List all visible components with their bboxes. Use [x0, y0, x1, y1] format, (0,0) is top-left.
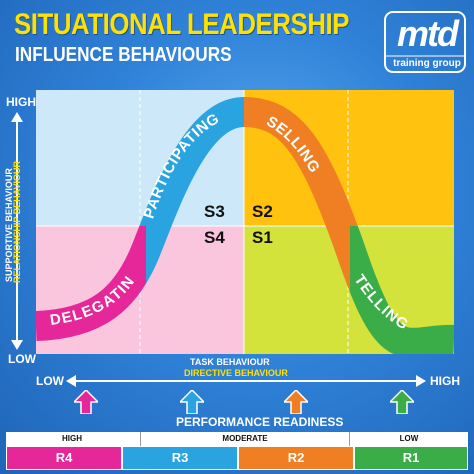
- x-axis-label-secondary: DIRECTIVE BEHAVIOUR: [184, 368, 288, 378]
- stage-s4: S4: [204, 228, 225, 247]
- telling-segment: [350, 226, 454, 354]
- y-axis-low: LOW: [8, 352, 36, 366]
- level-r1: R1: [355, 447, 467, 469]
- x-axis-label-primary: TASK BEHAVIOUR: [190, 357, 270, 367]
- logo-brand: mtd: [397, 13, 459, 54]
- stage-s1: S1: [252, 228, 273, 247]
- behaviour-grid: DELEGATING PARTICIPATING SELLING TELLING…: [36, 90, 454, 354]
- readiness-table: HIGH MODERATE LOW R4 R3 R2 R1: [6, 432, 468, 470]
- curve-svg: DELEGATING PARTICIPATING SELLING TELLING: [36, 90, 454, 354]
- level-r3: R3: [123, 447, 237, 469]
- y-axis-high: HIGH: [6, 95, 36, 109]
- x-axis-low: LOW: [36, 374, 64, 388]
- performance-readiness-label: PERFORMANCE READINESS: [176, 415, 344, 429]
- header-low: LOW: [399, 434, 419, 443]
- stage-s3: S3: [204, 202, 225, 221]
- x-axis-high: HIGH: [430, 374, 460, 388]
- y-axis-label-secondary: RELATIONSHIP BEHAVIOUR: [12, 160, 22, 283]
- header-moderate: MODERATE: [140, 432, 350, 446]
- level-r2: R2: [239, 447, 353, 469]
- y-axis-arrow-icon: [11, 112, 23, 350]
- label-delegating: DELEGATING: [36, 90, 138, 329]
- logo-badge-icon: [384, 11, 466, 73]
- delegating-segment: [36, 226, 146, 341]
- logo: mtd training group: [382, 10, 466, 76]
- level-r4: R4: [7, 447, 121, 469]
- header-high: HIGH: [62, 434, 82, 443]
- logo-tagline: training group: [393, 58, 461, 69]
- x-axis-arrow-icon: [66, 375, 426, 387]
- page-title: SITUATIONAL LEADERSHIP: [14, 8, 350, 41]
- page-subtitle: INFLUENCE BEHAVIOURS: [15, 44, 232, 66]
- r3-up-arrow-icon: [180, 390, 204, 414]
- stage-s2: S2: [252, 202, 273, 221]
- r2-up-arrow-icon: [284, 390, 308, 414]
- r4-up-arrow-icon: [74, 390, 98, 414]
- r1-up-arrow-icon: [390, 390, 414, 414]
